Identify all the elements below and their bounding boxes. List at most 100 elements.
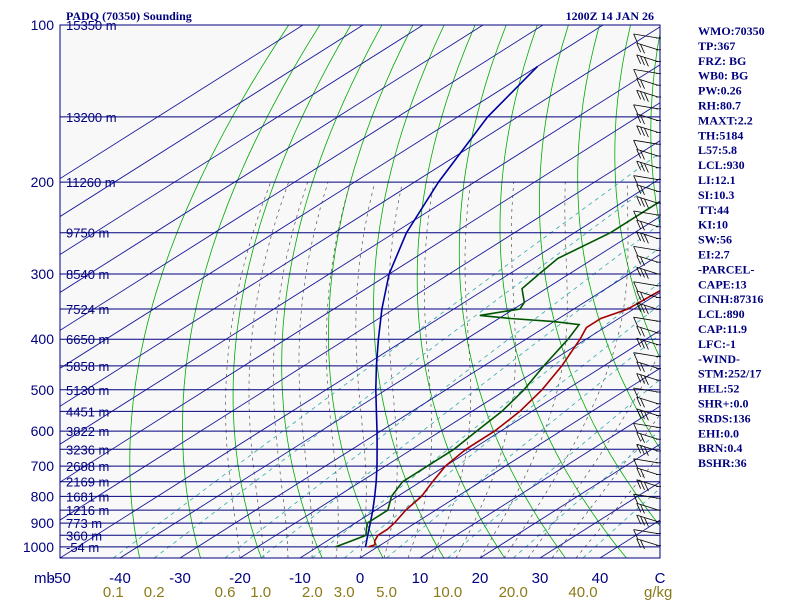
wind-barb-feather	[640, 398, 645, 408]
isotherm	[299, 329, 660, 558]
moist-adiabat	[479, 182, 568, 558]
dry-adiabat	[129, 25, 290, 558]
index-line: FRZ: BG	[698, 54, 746, 68]
mixing-ratio-tick-label: 1.0	[250, 584, 271, 600]
wind-barb-feather	[640, 327, 645, 337]
plot-border	[59, 24, 661, 559]
wind-barb-feather	[636, 90, 642, 100]
wind-barb-feather	[640, 480, 645, 491]
temperature-trace	[368, 289, 660, 548]
wind-barb-feather	[633, 281, 638, 291]
isotherm	[60, 25, 364, 218]
wind-barb	[636, 89, 659, 98]
wind-barb	[636, 231, 659, 239]
wind-barb-feather	[644, 92, 649, 102]
wind-barb-feather	[640, 91, 645, 101]
dewpoint-trace	[335, 200, 660, 548]
pressure-axis: 100 200 300 400 500 600 700 800 900 1000	[23, 17, 54, 555]
wind-barb-feather	[644, 57, 649, 67]
wind-barb-feather	[640, 162, 645, 172]
wind-barb-feather	[640, 516, 645, 526]
pressure-tick-label: 100	[31, 17, 55, 33]
wind-barb-feather	[633, 175, 638, 185]
wind-barb-feather	[633, 210, 638, 221]
sounding-time: 1200Z 14 JAN 26	[566, 9, 654, 23]
wind-barb-feather	[640, 114, 645, 125]
wind-barb-feather	[636, 514, 642, 525]
mixing-ratio-line	[343, 304, 660, 558]
isotherm	[60, 25, 604, 369]
moist-adiabat	[551, 413, 660, 558]
height-label: 5130 m	[66, 383, 109, 398]
temperature-axis-end-label: C	[655, 570, 666, 587]
height-label: 2169 m	[66, 475, 109, 490]
wind-barb-feather	[636, 479, 642, 489]
temperature-tick-label: -40	[109, 570, 131, 587]
wind-barb-feather	[644, 234, 649, 244]
pressure-tick-label: 900	[31, 515, 55, 531]
wind-barb	[633, 423, 659, 428]
wind-barb-feather	[640, 303, 645, 314]
height-label: 11260 m	[66, 175, 116, 190]
wind-barb-feather	[633, 69, 638, 79]
index-line: BRN:0.4	[698, 441, 742, 455]
wind-barb-feather	[633, 140, 638, 150]
pressure-unit-label: mb	[34, 570, 55, 587]
isotherm	[479, 443, 660, 558]
wind-barb	[636, 361, 659, 369]
wind-barb-feather	[640, 55, 645, 66]
wind-barb-feather	[644, 269, 649, 279]
mixing-ratio-line	[386, 334, 660, 558]
wind-barb-feather	[644, 198, 649, 209]
index-line: TP:367	[698, 39, 735, 53]
wind-barb	[633, 69, 659, 74]
mixing-ratio-tick-label: 0.6	[215, 584, 236, 600]
wind-barb	[636, 219, 659, 228]
mixing-ratio-tick-label: 0.1	[103, 584, 124, 600]
wind-barb-feather	[636, 149, 642, 159]
height-label: 6650 m	[66, 332, 109, 347]
index-line: EI:2.7	[698, 248, 730, 262]
wind-barb	[636, 160, 659, 169]
wind-barb-feather	[640, 197, 645, 207]
index-line: BSHR:36	[698, 456, 747, 470]
wind-barb-feather	[640, 374, 645, 384]
height-label: 13200 m	[66, 110, 117, 125]
wind-barb	[633, 281, 659, 287]
wind-barb-feather	[640, 185, 645, 196]
index-line: LI:12.1	[698, 173, 736, 187]
parcel-trace	[364, 65, 539, 548]
isotherm	[60, 25, 304, 180]
height-label: 1681 m	[66, 489, 109, 504]
mixing-ratio-tick-label: 10.0	[433, 584, 462, 600]
index-line: TT:44	[698, 203, 729, 217]
wind-barb-feather	[636, 432, 642, 442]
wind-barb	[636, 443, 659, 452]
isotherm	[119, 216, 660, 558]
wind-barb-feather	[640, 504, 645, 514]
wind-barb-feather	[644, 304, 649, 315]
wind-barb-feather	[640, 445, 645, 455]
temperature-axis: -50 -40 -30 -20 -10 0 10 20 30 40 C	[49, 570, 665, 587]
wind-barb-feather	[633, 387, 638, 398]
isotherm	[60, 25, 484, 293]
wind-barb-feather	[640, 339, 645, 349]
wind-barb-feather	[640, 268, 645, 278]
wind-barb	[633, 210, 659, 216]
mixing-ratio-line	[260, 247, 660, 558]
wind-barb-feather	[644, 340, 649, 350]
wind-barb	[633, 316, 659, 322]
mixing-ratio-axis: 0.1 0.2 0.6 1.0 2.0 3.0 5.0 10.0 20.0 40.0	[103, 584, 598, 600]
wind-barb-feather	[640, 126, 645, 137]
wind-barb-feather	[636, 42, 642, 53]
mixing-ratio-tick-label: 3.0	[334, 584, 355, 600]
wind-barb-feather	[636, 373, 642, 383]
dry-adiabat	[577, 25, 660, 450]
temperature-tick-label: -50	[49, 570, 71, 587]
profile-lines	[335, 65, 660, 548]
height-label: 15350 m	[66, 18, 117, 33]
wind-barb	[636, 54, 659, 62]
height-label: 1216 m	[66, 503, 109, 518]
mixing-ratio-line	[447, 379, 660, 558]
